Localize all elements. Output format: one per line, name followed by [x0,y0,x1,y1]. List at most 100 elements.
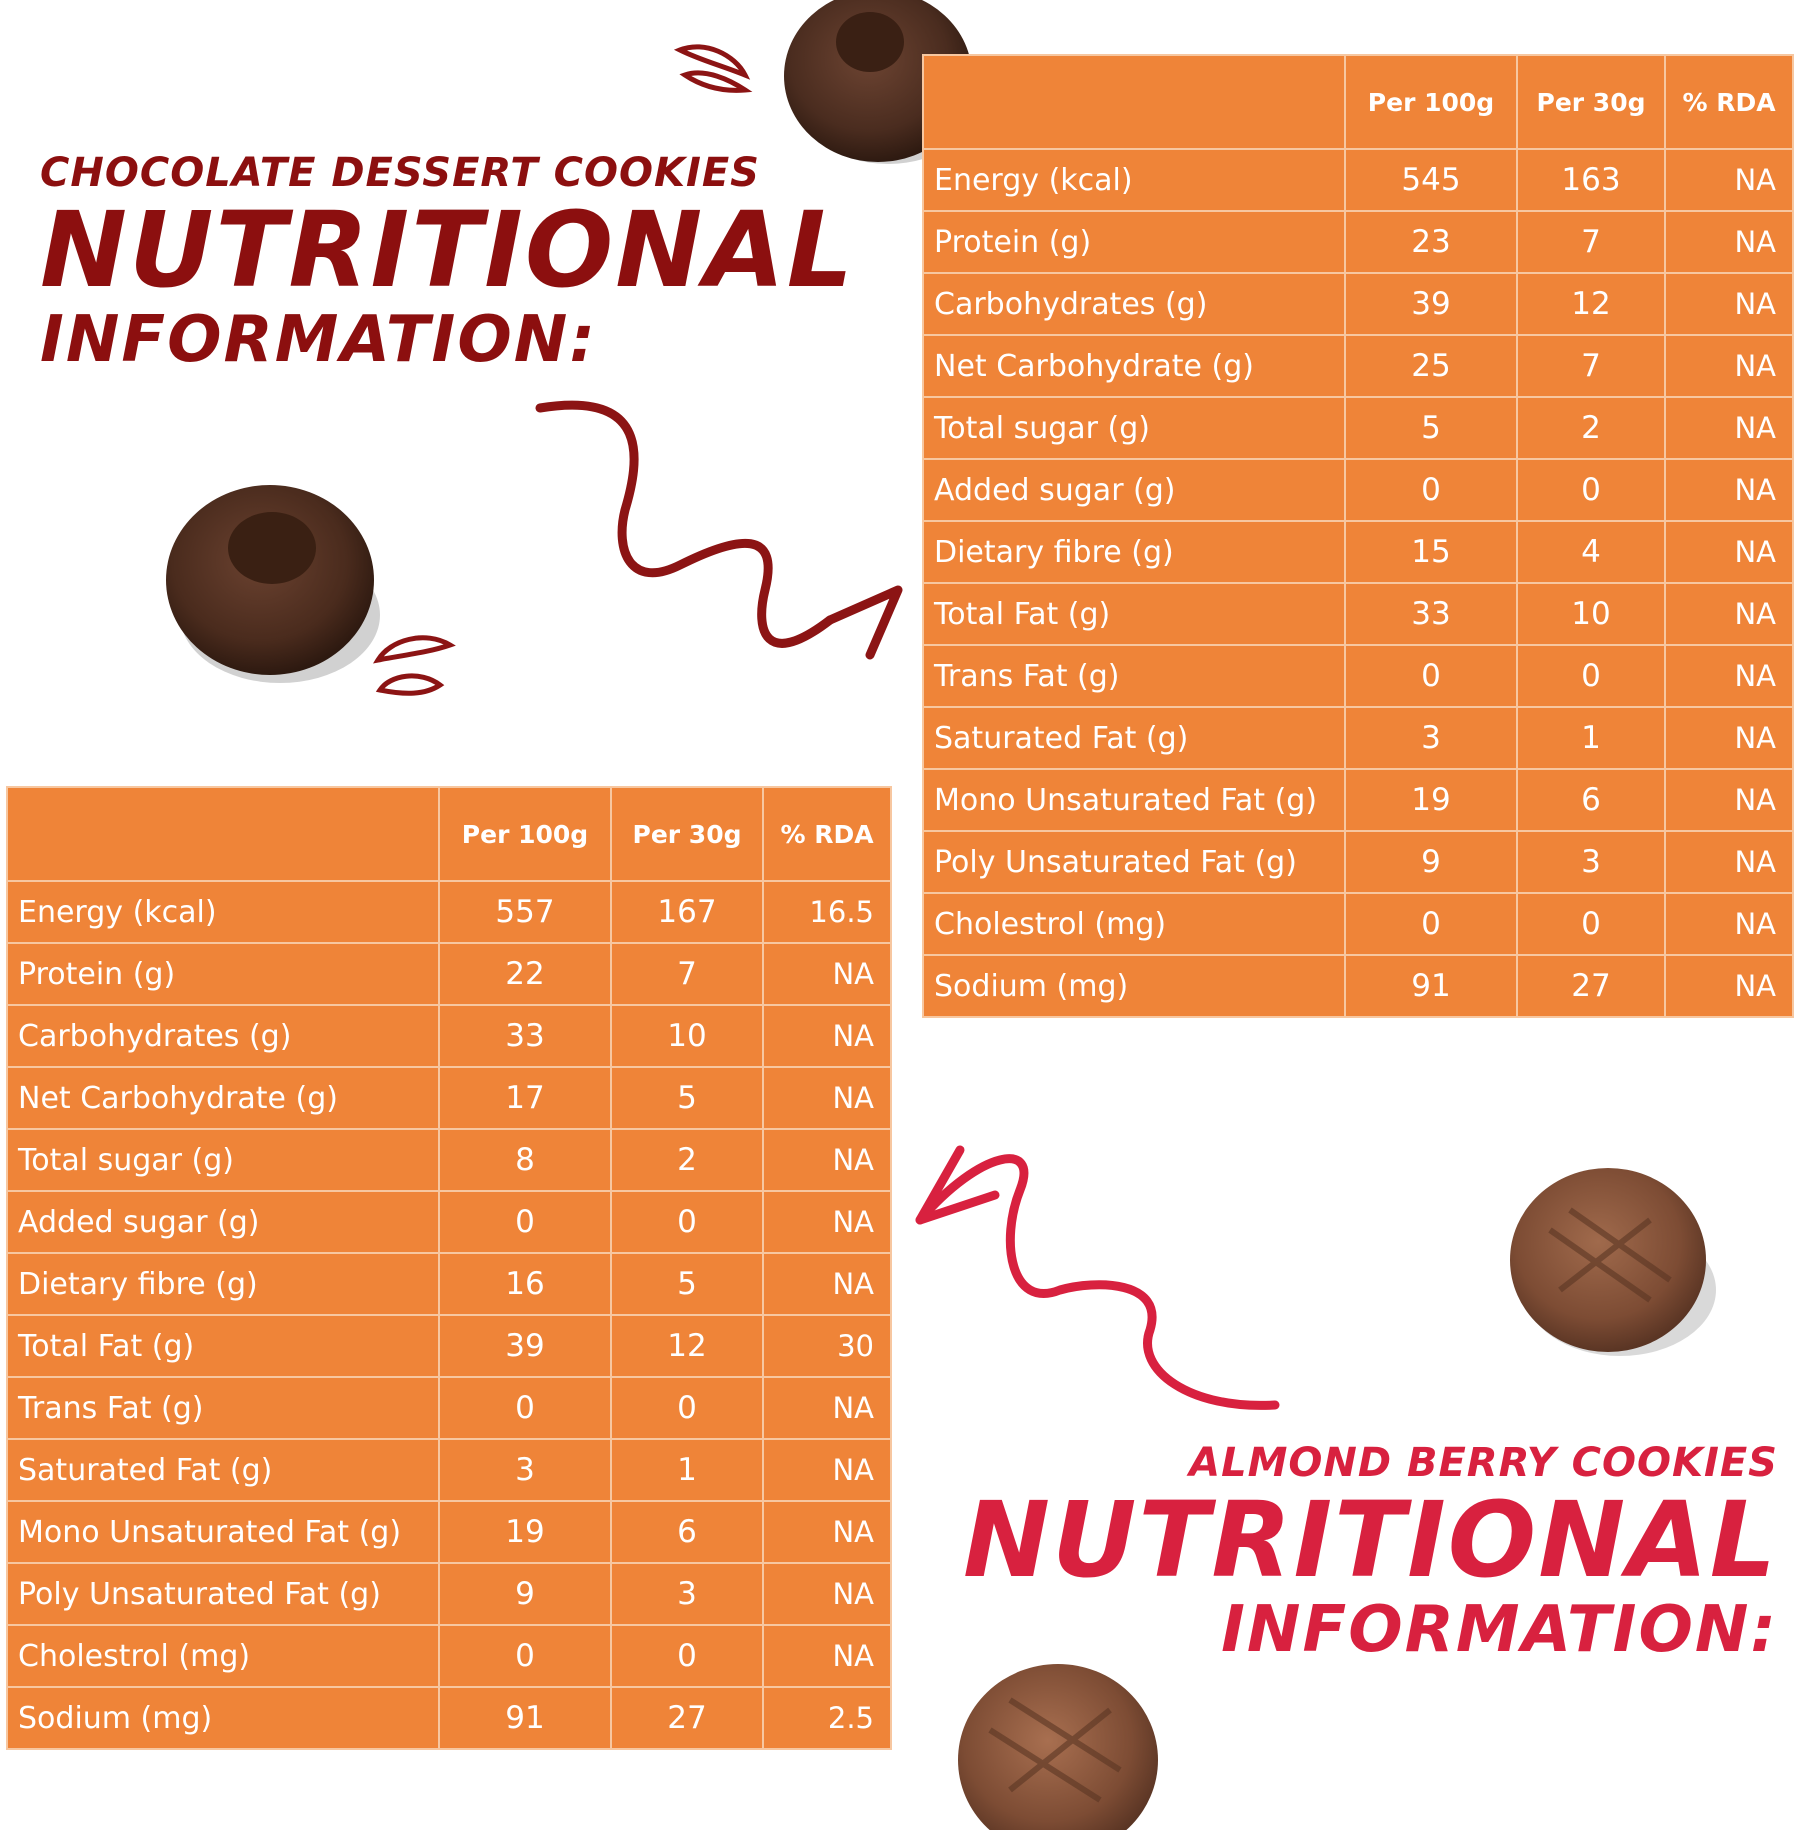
almond-nutrition-table: Per 100g Per 30g % RDA Energy (kcal) 557 1… [6,786,892,1750]
per-30g-value: 6 [1516,768,1666,832]
nutrient-label: Sodium (mg) [922,954,1346,1018]
rda-value: NA [1664,396,1794,460]
arrow-to-chocolate-table-icon [535,400,903,660]
chocolate-subtitle: CHOCOLATE DESSERT COOKIES [40,150,760,196]
rda-value: NA [1664,768,1794,832]
rda-value: NA [762,942,892,1006]
rda-value: NA [1664,148,1794,212]
header-per-30g: Per 30g [610,786,764,882]
per-100g-value: 25 [1344,334,1518,398]
rda-value: NA [762,1562,892,1626]
table-row: Saturated Fat (g) 3 1 NA [6,1438,892,1502]
rda-value: NA [762,1252,892,1316]
table-row: Carbohydrates (g) 39 12 NA [922,272,1794,336]
nutrient-label: Trans Fat (g) [6,1376,440,1440]
header-per-100g: Per 100g [438,786,612,882]
nutrient-label: Carbohydrates (g) [6,1004,440,1068]
table-header-row: Per 100g Per 30g % RDA [922,54,1794,150]
per-100g-value: 9 [438,1562,612,1626]
per-100g-value: 9 [1344,830,1518,894]
nutrient-label: Total sugar (g) [6,1128,440,1192]
nutrient-label: Trans Fat (g) [922,644,1346,708]
rda-value: NA [762,1004,892,1068]
table-row: Net Carbohydrate (g) 17 5 NA [6,1066,892,1130]
per-30g-value: 0 [1516,892,1666,956]
nutrient-label: Dietary fibre (g) [6,1252,440,1316]
rda-value: NA [762,1438,892,1502]
rda-value: 16.5 [762,880,892,944]
per-100g-value: 15 [1344,520,1518,584]
per-30g-value: 27 [1516,954,1666,1018]
per-30g-value: 5 [610,1066,764,1130]
nutrient-label: Total Fat (g) [922,582,1346,646]
table-row: Carbohydrates (g) 33 10 NA [6,1004,892,1068]
nutrient-label: Carbohydrates (g) [922,272,1346,336]
table-row: Sodium (mg) 91 27 2.5 [6,1686,892,1750]
rda-value: NA [1664,892,1794,956]
nutrient-label: Protein (g) [922,210,1346,274]
per-100g-value: 3 [1344,706,1518,770]
nutrient-label: Poly Unsaturated Fat (g) [922,830,1346,894]
table-row: Protein (g) 22 7 NA [6,942,892,1006]
nutrient-label: Added sugar (g) [922,458,1346,522]
nutrient-label: Protein (g) [6,942,440,1006]
per-100g-value: 22 [438,942,612,1006]
almond-title: NUTRITIONAL [962,1479,1778,1601]
rda-value: NA [762,1624,892,1688]
table-row: Trans Fat (g) 0 0 NA [922,644,1794,708]
nutrient-label: Cholestrol (mg) [6,1624,440,1688]
header-per-100g: Per 100g [1344,54,1518,150]
nutrient-label: Dietary fibre (g) [922,520,1346,584]
arrow-to-almond-table-icon [915,1145,1280,1410]
per-100g-value: 19 [1344,768,1518,832]
per-30g-value: 0 [610,1376,764,1440]
leaf-swoosh-top-icon [673,44,753,93]
header-per-30g: Per 30g [1516,54,1666,150]
header-rda: % RDA [762,786,892,882]
per-30g-value: 3 [1516,830,1666,894]
per-30g-value: 1 [1516,706,1666,770]
rda-value: NA [1664,582,1794,646]
per-100g-value: 17 [438,1066,612,1130]
per-100g-value: 545 [1344,148,1518,212]
rda-value: NA [762,1500,892,1564]
per-30g-value: 0 [1516,644,1666,708]
table-row: Cholestrol (mg) 0 0 NA [922,892,1794,956]
header-blank [6,786,440,882]
per-100g-value: 39 [1344,272,1518,336]
per-30g-value: 3 [610,1562,764,1626]
per-100g-value: 33 [438,1004,612,1068]
per-30g-value: 0 [1516,458,1666,522]
chocolate-heading: CHOCOLATE DESSERT COOKIES NUTRITIONAL IN… [40,150,855,374]
per-30g-value: 27 [610,1686,764,1750]
per-30g-value: 12 [610,1314,764,1378]
per-30g-value: 5 [610,1252,764,1316]
table-row: Dietary fibre (g) 16 5 NA [6,1252,892,1316]
rda-value: NA [1664,210,1794,274]
per-30g-value: 167 [610,880,764,944]
per-30g-value: 12 [1516,272,1666,336]
per-100g-value: 0 [438,1376,612,1440]
nutrient-label: Net Carbohydrate (g) [6,1066,440,1130]
per-30g-value: 10 [610,1004,764,1068]
nutrient-label: Saturated Fat (g) [6,1438,440,1502]
nutrient-label: Net Carbohydrate (g) [922,334,1346,398]
per-30g-value: 7 [610,942,764,1006]
rda-value: 30 [762,1314,892,1378]
almond-subtitle: ALMOND BERRY COOKIES [1189,1440,1778,1486]
nutrient-label: Mono Unsaturated Fat (g) [922,768,1346,832]
table-row: Mono Unsaturated Fat (g) 19 6 NA [6,1500,892,1564]
rda-value: NA [762,1190,892,1254]
table-row: Energy (kcal) 545 163 NA [922,148,1794,212]
table-row: Added sugar (g) 0 0 NA [922,458,1794,522]
per-30g-value: 1 [610,1438,764,1502]
per-30g-value: 2 [1516,396,1666,460]
header-rda: % RDA [1664,54,1794,150]
rda-value: NA [762,1128,892,1192]
rda-value: NA [1664,520,1794,584]
nutrient-label: Poly Unsaturated Fat (g) [6,1562,440,1626]
per-100g-value: 0 [438,1624,612,1688]
table-row: Added sugar (g) 0 0 NA [6,1190,892,1254]
table-row: Trans Fat (g) 0 0 NA [6,1376,892,1440]
per-100g-value: 91 [1344,954,1518,1018]
